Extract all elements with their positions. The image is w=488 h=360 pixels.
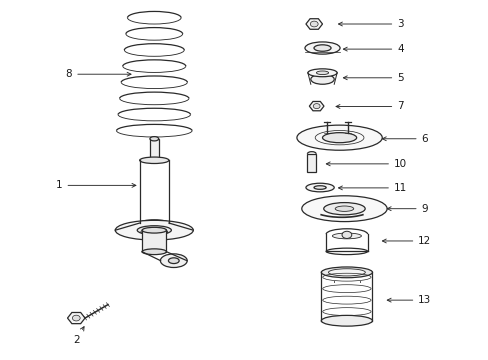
Ellipse shape — [160, 254, 187, 267]
Ellipse shape — [305, 183, 333, 192]
Text: 12: 12 — [382, 236, 430, 246]
Ellipse shape — [140, 220, 168, 226]
Text: 6: 6 — [382, 134, 427, 144]
Ellipse shape — [322, 133, 356, 143]
Ellipse shape — [334, 206, 353, 211]
Ellipse shape — [137, 226, 171, 235]
Ellipse shape — [321, 267, 372, 278]
Text: 11: 11 — [338, 183, 407, 193]
Circle shape — [313, 104, 320, 109]
Ellipse shape — [142, 249, 166, 255]
Ellipse shape — [313, 186, 325, 189]
Ellipse shape — [321, 315, 372, 326]
Text: 10: 10 — [325, 159, 407, 169]
Ellipse shape — [313, 45, 330, 51]
Ellipse shape — [296, 125, 382, 150]
Text: 3: 3 — [338, 19, 403, 29]
Ellipse shape — [323, 203, 365, 215]
Text: 1: 1 — [56, 180, 136, 190]
Ellipse shape — [316, 71, 328, 75]
Ellipse shape — [328, 269, 365, 276]
Ellipse shape — [142, 227, 166, 233]
Text: 7: 7 — [335, 102, 403, 112]
Circle shape — [341, 231, 351, 238]
Text: 9: 9 — [386, 204, 427, 214]
Ellipse shape — [115, 220, 193, 240]
Text: 5: 5 — [343, 73, 403, 83]
Text: 4: 4 — [343, 44, 403, 54]
Bar — [150, 139, 158, 160]
Ellipse shape — [150, 136, 158, 141]
Bar — [142, 230, 166, 252]
Text: 2: 2 — [73, 327, 84, 345]
Ellipse shape — [310, 74, 333, 84]
Ellipse shape — [307, 69, 336, 77]
Ellipse shape — [140, 157, 168, 163]
Circle shape — [72, 315, 80, 321]
Ellipse shape — [305, 42, 339, 54]
Text: 13: 13 — [386, 295, 430, 305]
Circle shape — [310, 21, 318, 27]
Ellipse shape — [301, 196, 386, 222]
Bar — [307, 154, 316, 172]
Ellipse shape — [168, 258, 179, 264]
Ellipse shape — [332, 233, 361, 239]
Text: 8: 8 — [65, 69, 131, 79]
